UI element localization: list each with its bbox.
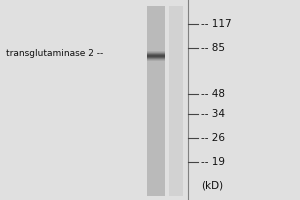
Bar xyxy=(147,57,165,58)
Text: -- 85: -- 85 xyxy=(201,43,225,53)
Bar xyxy=(147,54,165,55)
Bar xyxy=(147,6,165,196)
Bar xyxy=(169,6,183,196)
Bar xyxy=(147,51,165,52)
Bar xyxy=(147,60,165,61)
Text: -- 19: -- 19 xyxy=(201,157,225,167)
Bar xyxy=(147,53,165,54)
Text: transglutaminase 2 --: transglutaminase 2 -- xyxy=(6,49,103,58)
Bar xyxy=(147,56,165,57)
Bar xyxy=(147,54,165,55)
Text: -- 48: -- 48 xyxy=(201,89,225,99)
Text: -- 26: -- 26 xyxy=(201,133,225,143)
Bar xyxy=(147,52,165,53)
Bar xyxy=(147,59,165,60)
Bar xyxy=(147,58,165,59)
Bar xyxy=(147,60,165,61)
Text: -- 34: -- 34 xyxy=(201,109,225,119)
Text: (kD): (kD) xyxy=(201,180,223,190)
Text: -- 117: -- 117 xyxy=(201,19,232,29)
Bar xyxy=(147,55,165,56)
Bar xyxy=(147,56,165,57)
Bar xyxy=(147,58,165,59)
Bar xyxy=(147,55,165,56)
